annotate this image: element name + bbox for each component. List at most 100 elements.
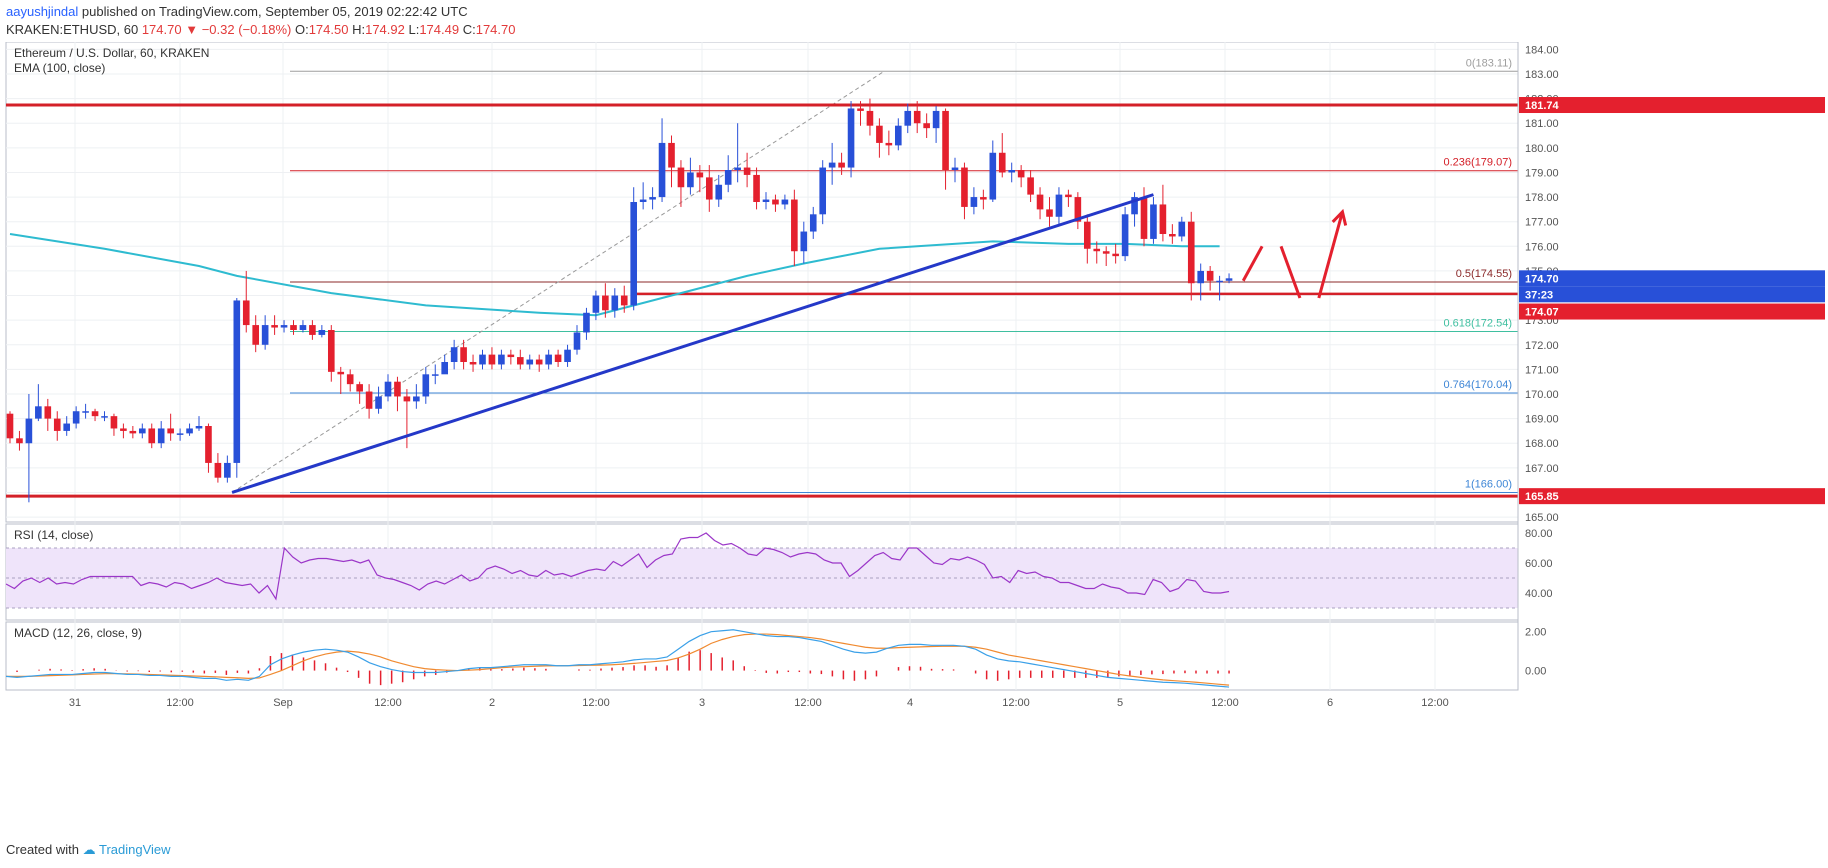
fib-level-label: 0.236(179.07) (1444, 157, 1513, 169)
low-label: L: (408, 22, 420, 37)
high-label: H: (352, 22, 366, 37)
candle-body (753, 174, 760, 202)
candle-body (1074, 197, 1082, 222)
candle-body (450, 347, 458, 362)
candle-body (611, 295, 619, 311)
y-tick-label: 172.00 (1525, 340, 1559, 352)
candle-body (1206, 270, 1214, 281)
candle-body (337, 371, 345, 375)
candle-body (1008, 170, 1016, 173)
candle-body (724, 170, 732, 185)
candle-body (1140, 197, 1148, 239)
macd-line (5, 629, 1230, 688)
candle-body (224, 462, 231, 478)
x-tick-label: 12:00 (1002, 697, 1030, 709)
price-badge-label: 181.74 (1525, 100, 1560, 112)
author-link[interactable]: aayushjindal (6, 4, 79, 19)
candle-body (195, 426, 203, 429)
candle-body (356, 384, 363, 392)
candle-body (668, 142, 675, 168)
candle-body (271, 325, 278, 328)
candle-body (876, 125, 883, 143)
y-tick-label: 179.00 (1525, 167, 1559, 179)
candle-body (743, 167, 751, 175)
candle-body (403, 396, 411, 402)
candle-body (1159, 204, 1167, 234)
candle-body (394, 381, 401, 397)
price-change: −0.32 (−0.18%) (201, 22, 292, 37)
candle-body (346, 374, 354, 385)
fib-level-label: 0.618(172.54) (1444, 317, 1513, 329)
ema-label: EMA (100, close) (14, 61, 105, 75)
candle-body (1187, 221, 1195, 284)
open-label: O: (294, 22, 309, 37)
candle-body (422, 374, 430, 397)
x-tick-label: 12:00 (374, 697, 402, 709)
candle-body (280, 325, 288, 328)
x-tick-label: Sep (273, 697, 293, 709)
y-tick-label: 180.00 (1525, 143, 1559, 155)
candle-body (205, 426, 212, 463)
candle-body (1065, 194, 1072, 198)
candle-body (1027, 177, 1034, 195)
candle-body (1036, 194, 1044, 210)
x-tick-label: 2 (489, 697, 495, 709)
macd-tick-label: 2.00 (1525, 627, 1546, 639)
price-badge (1519, 303, 1825, 320)
x-tick-label: 12:00 (1421, 697, 1449, 709)
rsi-tick-label: 80.00 (1525, 528, 1553, 540)
open-value: 174.50 (308, 22, 349, 37)
fib-level-label: 0.764(170.04) (1444, 379, 1513, 391)
y-tick-label: 183.00 (1525, 69, 1559, 81)
candle-body (847, 108, 855, 168)
candle-body (290, 325, 297, 330)
tradingview-brand[interactable]: TradingView (99, 842, 171, 857)
candle-body (101, 416, 108, 418)
projection-arrow-segment (1279, 245, 1302, 299)
footer: Created with ☁ TradingView (6, 842, 171, 858)
candle-body (734, 167, 741, 170)
last-price: 174.70 (141, 22, 182, 37)
y-tick-label: 165.00 (1525, 512, 1559, 524)
candle-body (772, 199, 779, 205)
candle-body (16, 438, 23, 444)
candle-body (923, 123, 930, 129)
candle-body (526, 359, 534, 365)
candle-body (488, 354, 496, 365)
candle-body (1131, 197, 1138, 215)
candle-body (970, 197, 978, 207)
candle-body (167, 428, 174, 434)
candle-body (705, 177, 713, 200)
rsi-tick-label: 40.00 (1525, 588, 1553, 600)
x-tick-label: 6 (1327, 697, 1333, 709)
candle-body (998, 152, 1006, 173)
candle-body (1102, 251, 1110, 254)
fib-level-label: 1(166.00) (1465, 478, 1512, 490)
candle-body (138, 428, 146, 434)
candle-body (6, 413, 14, 439)
candle-body (309, 325, 316, 335)
candle-body (431, 374, 439, 376)
candle-body (375, 396, 382, 409)
candle-body (980, 197, 987, 200)
candle-body (242, 300, 250, 326)
candle-body (498, 354, 505, 365)
low-value: 174.49 (419, 22, 460, 37)
candle-body (252, 325, 260, 345)
candle-body (44, 406, 52, 419)
candle-body (592, 295, 600, 313)
trading-chart[interactable]: 31 12:00 Sep 12:00 2 12:00 3 12:00 4 12:00 5 12:00 6… (0, 42, 1828, 842)
price-badge-label: 174.07 (1525, 307, 1559, 319)
x-tick-label: 12:00 (582, 697, 610, 709)
candle-body (866, 110, 874, 126)
chart-header: aayushjindal published on TradingView.co… (0, 0, 1828, 42)
candle-body (1046, 209, 1053, 217)
candle-body (469, 362, 477, 365)
high-value: 174.92 (365, 22, 405, 37)
candle-body (1197, 270, 1205, 284)
candle-body (658, 142, 666, 198)
candle-body (602, 295, 609, 311)
candle-body (573, 332, 581, 350)
candle-body (913, 110, 921, 124)
candle-body (932, 110, 940, 129)
